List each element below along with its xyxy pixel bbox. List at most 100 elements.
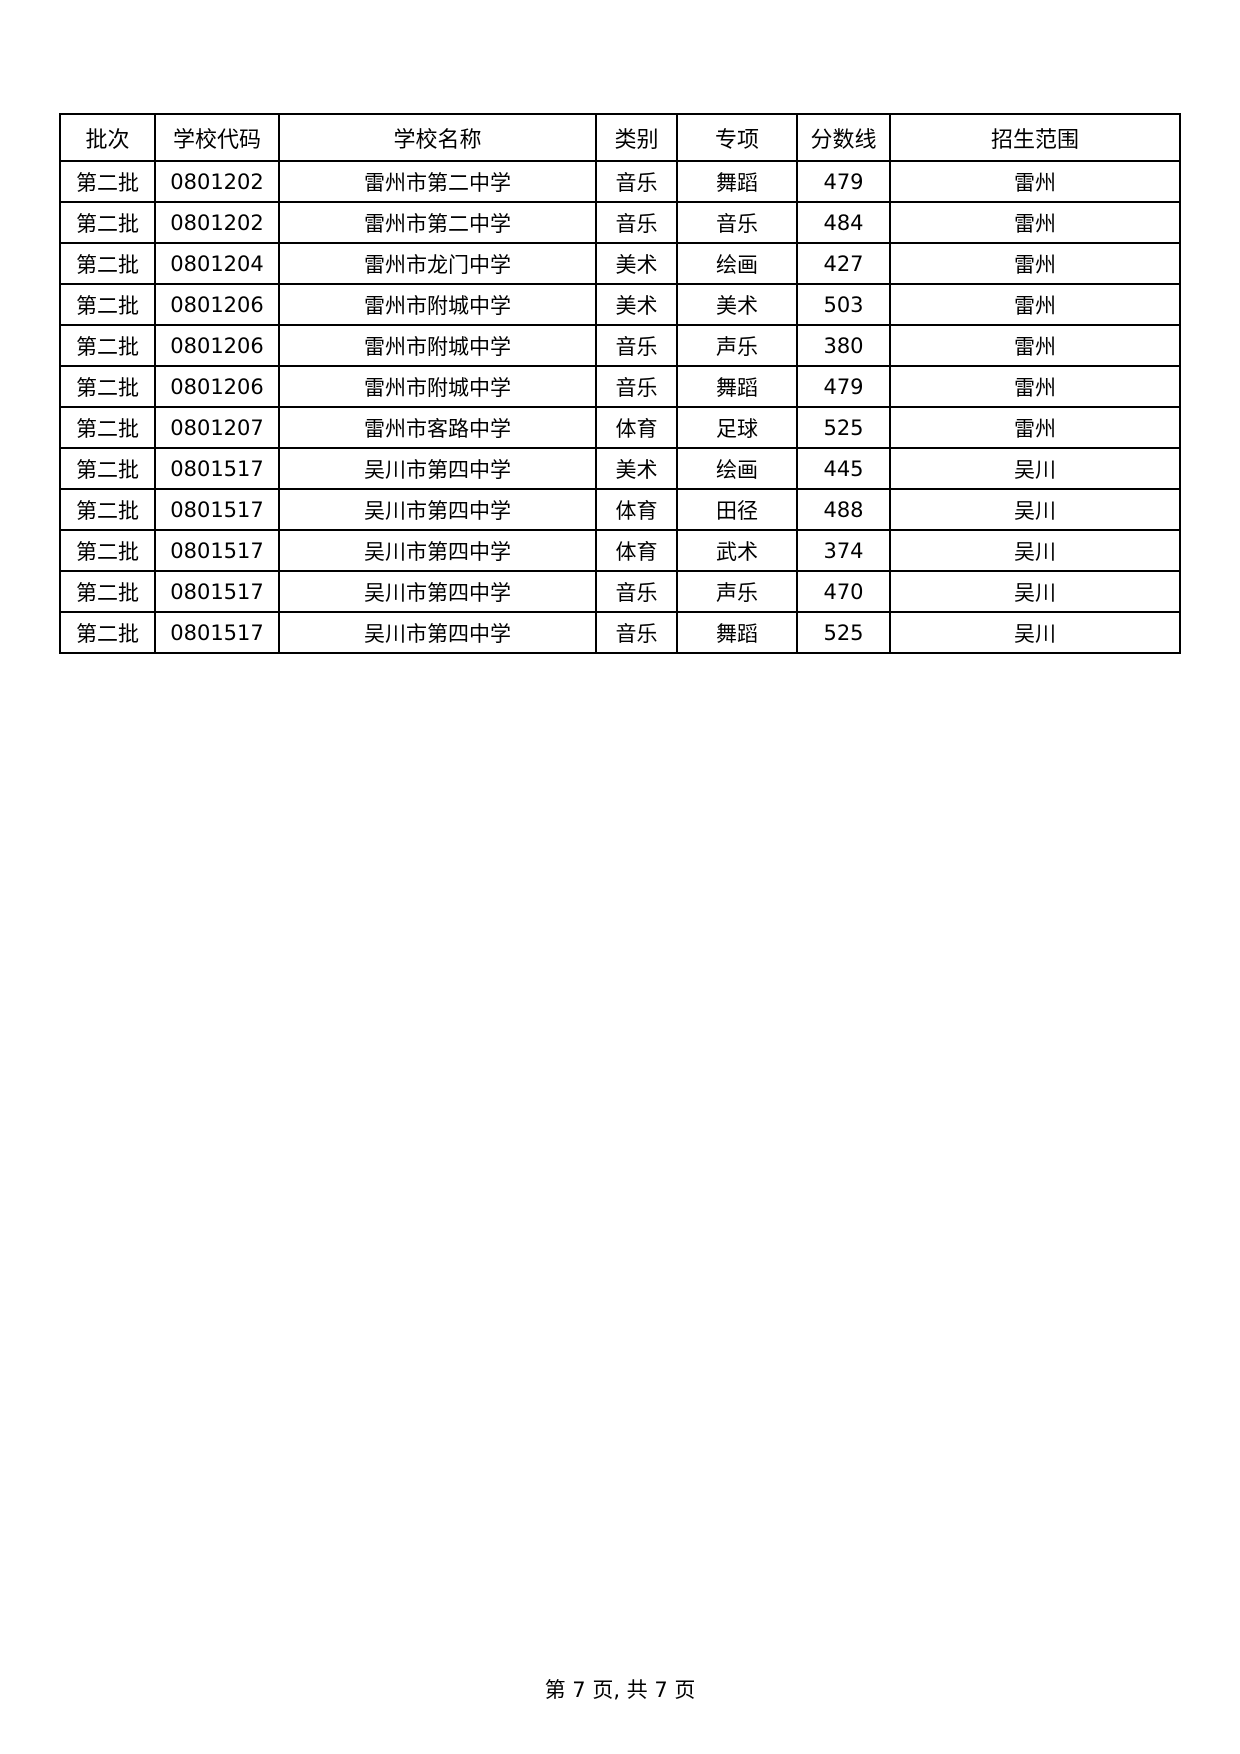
cell-batch: 第二批: [59, 242, 156, 285]
header-enrollment-area: 招生范围: [889, 113, 1181, 162]
table-row: 第二批 0801517 吴川市第四中学 音乐 声乐 470 吴川: [59, 570, 1181, 613]
header-score-line: 分数线: [796, 113, 891, 162]
cell-category: 体育: [595, 406, 678, 449]
cell-category: 美术: [595, 283, 678, 326]
cell-enrollment-area: 吴川: [889, 611, 1181, 654]
table-row: 第二批 0801517 吴川市第四中学 美术 绘画 445 吴川: [59, 447, 1181, 490]
cell-score-line: 525: [796, 611, 891, 654]
admission-score-table: 批次 学校代码 学校名称 类别 专项 分数线 招生范围 第二批 0801202 雷州市第二中学音…: [59, 113, 1181, 654]
cell-category: 音乐: [595, 324, 678, 367]
table-row: 第二批 0801517 吴川市第四中学 体育 武术 374 吴川: [59, 529, 1181, 572]
table-header-row: 批次 学校代码 学校名称 类别 专项 分数线 招生范围: [59, 113, 1181, 162]
cell-specialty: 声乐: [676, 324, 798, 367]
cell-category: 美术: [595, 447, 678, 490]
cell-category: 美术: [595, 242, 678, 285]
cell-school-code: 0801204: [154, 242, 280, 285]
cell-school-name: 雷州市第二中学: [278, 201, 597, 244]
cell-school-code: 0801206: [154, 365, 280, 408]
page-number: 第 7 页, 共 7 页: [544, 1678, 696, 1702]
cell-enrollment-area: 雷州: [889, 160, 1181, 203]
table-row: 第二批 0801204 雷州市龙门中学 美术 绘画 427 雷州: [59, 242, 1181, 285]
cell-enrollment-area: 雷州: [889, 242, 1181, 285]
cell-school-code: 0801207: [154, 406, 280, 449]
cell-school-code: 0801517: [154, 611, 280, 654]
cell-batch: 第二批: [59, 488, 156, 531]
cell-enrollment-area: 雷州: [889, 365, 1181, 408]
cell-school-name: 雷州市第二中学: [278, 160, 597, 203]
cell-batch: 第二批: [59, 529, 156, 572]
cell-category: 音乐: [595, 365, 678, 408]
cell-category: 音乐: [595, 611, 678, 654]
cell-score-line: 470: [796, 570, 891, 613]
cell-score-line: 479: [796, 160, 891, 203]
cell-score-line: 445: [796, 447, 891, 490]
table-row: 第二批 0801517 吴川市第四中学 音乐 舞蹈 525 吴川: [59, 611, 1181, 654]
cell-school-name: 吴川市第四中学: [278, 570, 597, 613]
cell-enrollment-area: 雷州: [889, 324, 1181, 367]
cell-enrollment-area: 吴川: [889, 447, 1181, 490]
cell-school-code: 0801517: [154, 488, 280, 531]
cell-school-name: 吴川市第四中学: [278, 488, 597, 531]
cell-school-name: 雷州市客路中学: [278, 406, 597, 449]
cell-score-line: 525: [796, 406, 891, 449]
cell-enrollment-area: 雷州: [889, 283, 1181, 326]
cell-category: 音乐: [595, 570, 678, 613]
cell-score-line: 374: [796, 529, 891, 572]
cell-specialty: 音乐: [676, 201, 798, 244]
cell-school-code: 0801202: [154, 160, 280, 203]
cell-specialty: 声乐: [676, 570, 798, 613]
cell-batch: 第二批: [59, 283, 156, 326]
cell-batch: 第二批: [59, 324, 156, 367]
cell-school-name: 吴川市第四中学: [278, 529, 597, 572]
table-row: 第二批 0801517 吴川市第四中学 体育 田径 488 吴川: [59, 488, 1181, 531]
cell-enrollment-area: 雷州: [889, 201, 1181, 244]
cell-score-line: 484: [796, 201, 891, 244]
cell-school-code: 0801517: [154, 447, 280, 490]
header-batch: 批次: [59, 113, 156, 162]
cell-score-line: 479: [796, 365, 891, 408]
cell-score-line: 488: [796, 488, 891, 531]
cell-batch: 第二批: [59, 201, 156, 244]
table-row: 第二批 0801202 雷州市第二中学 音乐 音乐 484 雷州: [59, 201, 1181, 244]
cell-specialty: 足球: [676, 406, 798, 449]
table-row: 第二批 0801206 雷州市附城中学 美术 美术 503 雷州: [59, 283, 1181, 326]
cell-batch: 第二批: [59, 611, 156, 654]
cell-specialty: 绘画: [676, 242, 798, 285]
cell-batch: 第二批: [59, 160, 156, 203]
cell-school-code: 0801206: [154, 283, 280, 326]
cell-specialty: 舞蹈: [676, 160, 798, 203]
cell-school-name: 雷州市附城中学: [278, 283, 597, 326]
table-row: 第二批 0801206 雷州市附城中学 音乐 声乐 380 雷州: [59, 324, 1181, 367]
cell-specialty: 田径: [676, 488, 798, 531]
cell-score-line: 503: [796, 283, 891, 326]
cell-category: 音乐: [595, 160, 678, 203]
cell-category: 体育: [595, 529, 678, 572]
header-specialty: 专项: [676, 113, 798, 162]
cell-specialty: 舞蹈: [676, 365, 798, 408]
table-row: 第二批 0801206 雷州市附城中学 音乐 舞蹈 479 雷州: [59, 365, 1181, 408]
header-school-code: 学校代码: [154, 113, 280, 162]
cell-enrollment-area: 雷州: [889, 406, 1181, 449]
cell-enrollment-area: 吴川: [889, 570, 1181, 613]
cell-school-code: 0801517: [154, 570, 280, 613]
cell-enrollment-area: 吴川: [889, 529, 1181, 572]
cell-batch: 第二批: [59, 406, 156, 449]
cell-school-name: 吴川市第四中学: [278, 447, 597, 490]
cell-score-line: 427: [796, 242, 891, 285]
cell-batch: 第二批: [59, 447, 156, 490]
cell-school-name: 雷州市附城中学: [278, 365, 597, 408]
cell-specialty: 绘画: [676, 447, 798, 490]
cell-specialty: 舞蹈: [676, 611, 798, 654]
cell-batch: 第二批: [59, 570, 156, 613]
header-school-name: 学校名称: [278, 113, 597, 162]
cell-school-name: 雷州市龙门中学: [278, 242, 597, 285]
cell-batch: 第二批: [59, 365, 156, 408]
cell-enrollment-area: 吴川: [889, 488, 1181, 531]
cell-school-name: 吴川市第四中学: [278, 611, 597, 654]
cell-score-line: 380: [796, 324, 891, 367]
table-row: 第二批 0801202 雷州市第二中学 音乐 舞蹈 479 雷州: [59, 160, 1181, 203]
cell-specialty: 武术: [676, 529, 798, 572]
cell-school-code: 0801206: [154, 324, 280, 367]
header-category: 类别: [595, 113, 678, 162]
cell-specialty: 美术: [676, 283, 798, 326]
